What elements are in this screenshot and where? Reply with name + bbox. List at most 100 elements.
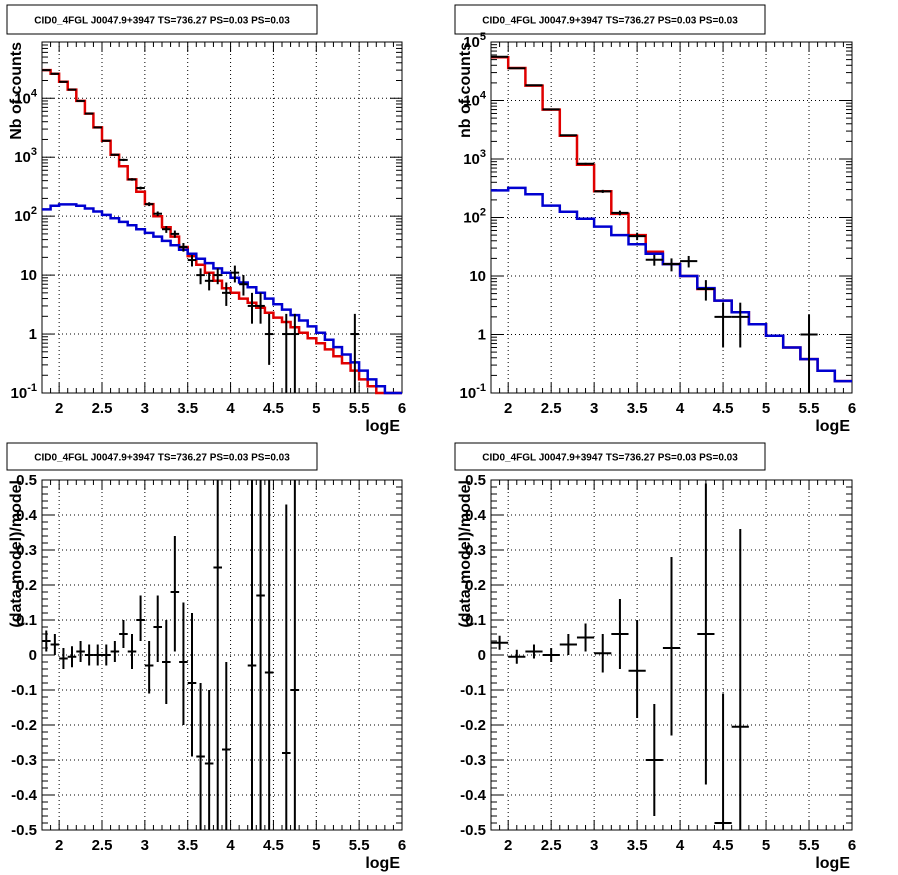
x-tick-label: 2.5 xyxy=(92,837,113,854)
data-point xyxy=(731,302,749,348)
y-tick-label: -0.1 xyxy=(460,682,486,699)
x-tick-label: 3 xyxy=(141,400,149,417)
data-point xyxy=(264,313,274,365)
data-point xyxy=(76,641,85,662)
y-tick-label: 0.2 xyxy=(16,577,37,594)
x-tick-label: 5.5 xyxy=(799,400,820,417)
data-point xyxy=(162,620,171,704)
data-point xyxy=(84,644,94,666)
data-point xyxy=(282,504,291,830)
y-tick-label: -0.2 xyxy=(11,717,37,734)
data-point xyxy=(508,649,526,664)
data-points xyxy=(42,480,300,830)
y-tick-label: -0.3 xyxy=(460,752,486,769)
data-point xyxy=(50,634,60,655)
data-point xyxy=(628,620,646,718)
chart-title: CID0_4FGL J0047.9+3947 TS=736.27 PS=0.03… xyxy=(482,16,738,27)
data-point xyxy=(84,112,94,115)
data-points xyxy=(491,55,818,393)
series-line-2 xyxy=(491,186,852,383)
x-tick-label: 6 xyxy=(848,400,856,417)
y-tick-label: 105 xyxy=(463,31,486,51)
data-point xyxy=(594,634,612,673)
data-point xyxy=(136,595,145,641)
y-tick-label: 0.1 xyxy=(16,612,37,629)
data-point xyxy=(576,162,595,165)
chart-title-box xyxy=(454,442,766,471)
y-tick-label: 0 xyxy=(478,647,486,664)
y-tick-label: 0 xyxy=(29,647,37,664)
data-point xyxy=(162,226,171,233)
x-tick-label: 5.5 xyxy=(349,837,370,854)
y-tick-label: 10-1 xyxy=(11,382,37,402)
x-tick-label: 2 xyxy=(55,400,63,417)
y-tick-label: 102 xyxy=(463,207,486,227)
y-tick-label: 10 xyxy=(469,268,486,285)
data-point xyxy=(127,634,137,669)
data-point xyxy=(350,313,360,393)
x-tick-label: 4.5 xyxy=(713,400,734,417)
chart-panel-2: CID0_4FGL J0047.9+3947 TS=736.27 PS=0.03… xyxy=(454,4,856,435)
x-tick-label: 5.5 xyxy=(799,837,820,854)
data-point xyxy=(290,480,300,830)
chart-title: CID0_4FGL J0047.9+3947 TS=736.27 PS=0.03… xyxy=(34,453,290,464)
series-line-1 xyxy=(42,68,402,395)
data-point xyxy=(153,211,162,217)
x-axis-label: logE xyxy=(365,418,400,435)
data-point xyxy=(697,483,715,785)
y-tick-label: 1 xyxy=(29,326,37,343)
data-point xyxy=(204,272,214,291)
y-tick-label: 0.5 xyxy=(16,472,37,489)
x-tick-label: 3 xyxy=(590,837,598,854)
data-point xyxy=(662,557,681,736)
y-tick-label: 1 xyxy=(478,327,486,344)
data-point xyxy=(290,313,300,393)
data-point xyxy=(67,88,77,91)
plot-frame xyxy=(490,479,853,831)
data-point xyxy=(110,641,120,662)
x-tick-label: 2.5 xyxy=(92,400,113,417)
data-point xyxy=(594,189,612,193)
data-point xyxy=(645,254,663,266)
data-point xyxy=(179,602,188,725)
y-tick-label: -0.3 xyxy=(11,752,37,769)
x-tick-label: 2 xyxy=(55,837,63,854)
y-tick-label: -0.2 xyxy=(460,717,486,734)
y-tick-label: -0.5 xyxy=(460,822,486,839)
chart-title: CID0_4FGL J0047.9+3947 TS=736.27 PS=0.03… xyxy=(482,453,738,464)
data-point xyxy=(204,690,214,830)
y-tick-label: 0.3 xyxy=(465,542,486,559)
x-tick-label: 5 xyxy=(762,400,770,417)
y-axis-label: (data-model)/model xyxy=(457,480,474,628)
x-tick-label: 4 xyxy=(676,400,685,417)
y-tick-label: -0.1 xyxy=(11,682,37,699)
x-tick-label: 3.5 xyxy=(627,837,648,854)
x-tick-label: 6 xyxy=(398,837,406,854)
data-point xyxy=(247,292,257,324)
data-point xyxy=(559,634,577,655)
data-point xyxy=(628,232,646,241)
data-point xyxy=(76,99,85,102)
y-tick-label: 104 xyxy=(463,90,487,110)
data-point xyxy=(611,210,629,216)
data-point xyxy=(110,153,120,156)
chart-panel-1: CID0_4FGL J0047.9+3947 TS=736.27 PS=0.03… xyxy=(6,4,406,435)
data-point xyxy=(179,243,188,252)
data-point xyxy=(282,313,291,393)
x-tick-label: 3.5 xyxy=(177,400,198,417)
plot-frame xyxy=(41,479,403,831)
grid-lines xyxy=(42,480,402,830)
data-point xyxy=(213,480,222,830)
x-tick-label: 2.5 xyxy=(541,837,562,854)
y-tick-label: 10 xyxy=(20,267,37,284)
chart-panel-3: CID0_4FGL J0047.9+3947 TS=736.27 PS=0.03… xyxy=(6,442,406,872)
data-point xyxy=(222,282,231,306)
y-tick-label: 0.4 xyxy=(465,507,487,524)
y-tick-label: 104 xyxy=(14,87,38,107)
chart-title-box xyxy=(6,4,318,35)
data-point xyxy=(680,255,698,268)
data-point xyxy=(102,139,111,142)
x-tick-label: 2.5 xyxy=(541,400,562,417)
x-tick-label: 3 xyxy=(141,837,149,854)
